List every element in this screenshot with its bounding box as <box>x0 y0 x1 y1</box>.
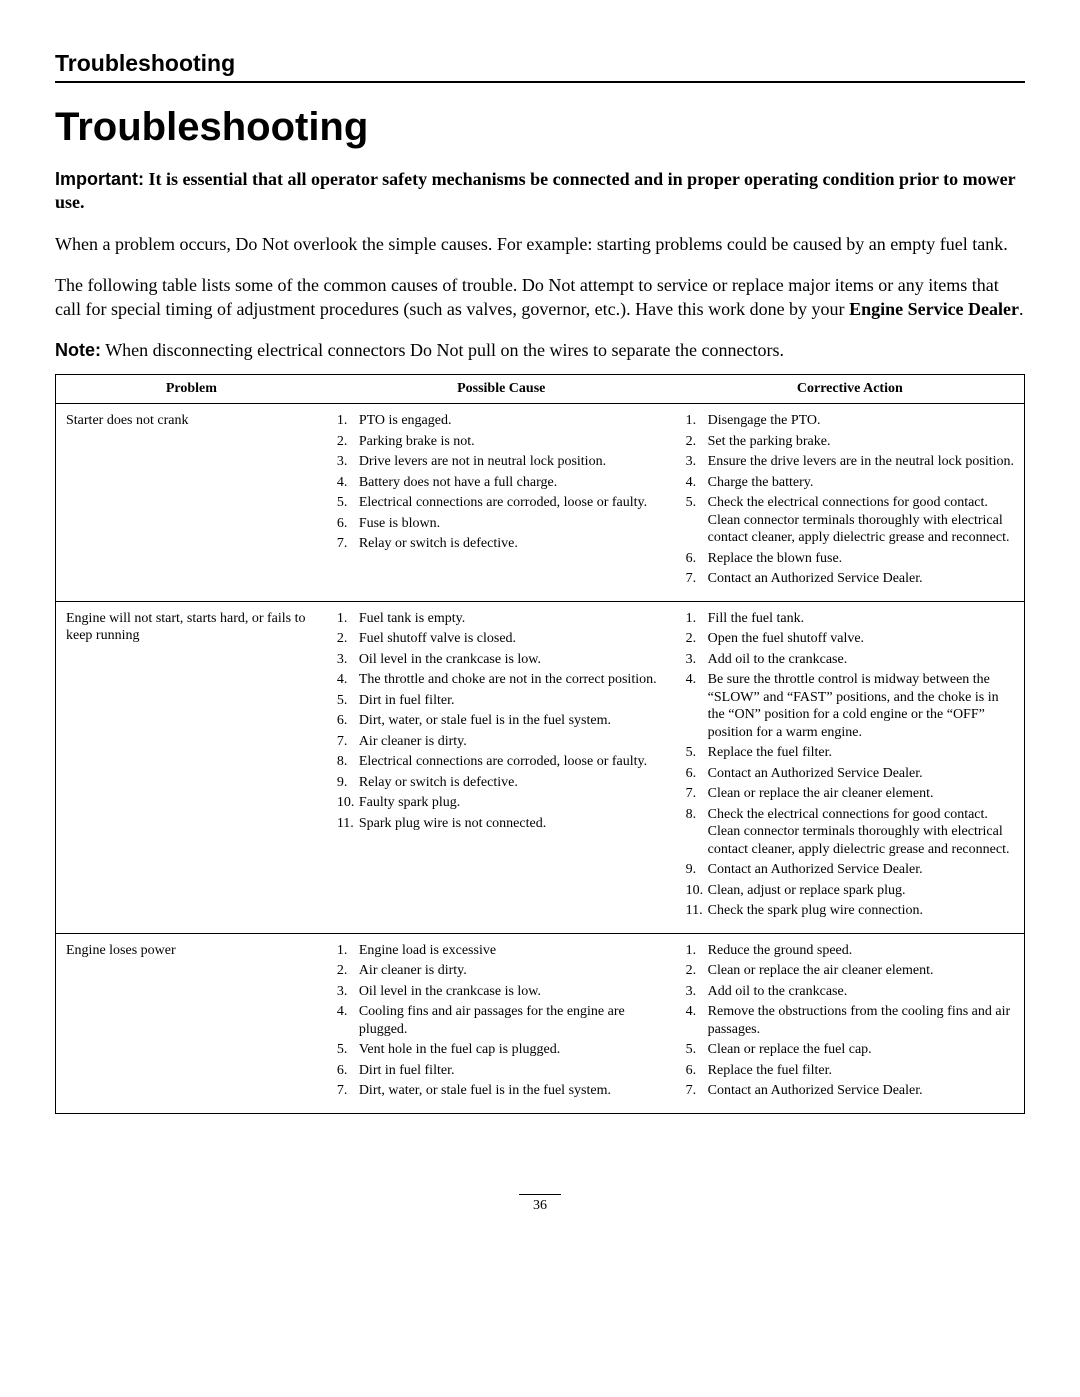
cause-item: Fuse is blown. <box>337 515 666 533</box>
cause-item: Dirt in fuel filter. <box>337 1062 666 1080</box>
action-item: Contact an Authorized Service Dealer. <box>686 861 1014 879</box>
action-item: Check the electrical connections for goo… <box>686 806 1014 859</box>
cause-item: PTO is engaged. <box>337 412 666 430</box>
important-text: It is essential that all operator safety… <box>55 169 1015 212</box>
action-item: Charge the battery. <box>686 474 1014 492</box>
cause-cell: Fuel tank is empty. Fuel shutoff valve is… <box>327 601 676 933</box>
action-item: Clean or replace the air cleaner element… <box>686 962 1014 980</box>
action-item: Replace the blown fuse. <box>686 550 1014 568</box>
cause-item: Drive levers are not in neutral lock pos… <box>337 453 666 471</box>
table-body: Starter does not crank PTO is engaged. Par… <box>56 404 1025 1114</box>
col-header-problem: Problem <box>56 375 327 404</box>
cause-item: Faulty spark plug. <box>337 794 666 812</box>
cause-item: Cooling fins and air passages for the en… <box>337 1003 666 1038</box>
action-item: Fill the fuel tank. <box>686 610 1014 628</box>
col-header-cause: Possible Cause <box>327 375 676 404</box>
problem-cell: Engine loses power <box>56 933 327 1113</box>
p2-bold: Engine Service Dealer <box>849 299 1019 319</box>
action-cell: Disengage the PTO. Set the parking brake.… <box>676 404 1025 602</box>
cause-item: Electrical connections are corroded, loo… <box>337 494 666 512</box>
body-paragraph-2: The following table lists some of the co… <box>55 274 1025 321</box>
cause-item: Parking brake is not. <box>337 433 666 451</box>
section-header-text: Troubleshooting <box>55 50 235 76</box>
cause-item: Battery does not have a full charge. <box>337 474 666 492</box>
cause-item: Dirt, water, or stale fuel is in the fue… <box>337 1082 666 1100</box>
action-item: Clean, adjust or replace spark plug. <box>686 882 1014 900</box>
action-item: Contact an Authorized Service Dealer. <box>686 570 1014 588</box>
action-item: Contact an Authorized Service Dealer. <box>686 765 1014 783</box>
cause-item: Spark plug wire is not connected. <box>337 815 666 833</box>
action-item: Disengage the PTO. <box>686 412 1014 430</box>
action-cell: Reduce the ground speed. Clean or replace… <box>676 933 1025 1113</box>
page-title: Troubleshooting <box>55 105 1025 150</box>
note-label: Note: <box>55 340 101 360</box>
cause-item: Dirt, water, or stale fuel is in the fue… <box>337 712 666 730</box>
table-row: Engine will not start, starts hard, or f… <box>56 601 1025 933</box>
body-paragraph-1: When a problem occurs, Do Not overlook t… <box>55 233 1025 256</box>
cause-item: Oil level in the crankcase is low. <box>337 651 666 669</box>
action-item: Open the fuel shutoff valve. <box>686 630 1014 648</box>
table-row: Starter does not crank PTO is engaged. Par… <box>56 404 1025 602</box>
note-paragraph: Note: When disconnecting electrical conn… <box>55 339 1025 362</box>
action-item: Remove the obstructions from the cooling… <box>686 1003 1014 1038</box>
action-item: Replace the fuel filter. <box>686 1062 1014 1080</box>
running-header: Troubleshooting <box>55 50 1025 83</box>
cause-item: Air cleaner is dirty. <box>337 962 666 980</box>
action-item: Clean or replace the fuel cap. <box>686 1041 1014 1059</box>
action-item: Add oil to the crankcase. <box>686 983 1014 1001</box>
action-item: Set the parking brake. <box>686 433 1014 451</box>
action-item: Contact an Authorized Service Dealer. <box>686 1082 1014 1100</box>
cause-item: Oil level in the crankcase is low. <box>337 983 666 1001</box>
action-item: Reduce the ground speed. <box>686 942 1014 960</box>
cause-item: The throttle and choke are not in the co… <box>337 671 666 689</box>
cause-item: Engine load is excessive <box>337 942 666 960</box>
table-row: Engine loses powerEngine load is excessi… <box>56 933 1025 1113</box>
cause-item: Vent hole in the fuel cap is plugged. <box>337 1041 666 1059</box>
action-item: Check the spark plug wire connection. <box>686 902 1014 920</box>
important-label: Important: <box>55 169 144 189</box>
page-footer: 36 <box>55 1194 1025 1214</box>
p2-post: . <box>1019 299 1024 319</box>
action-item: Replace the fuel filter. <box>686 744 1014 762</box>
cause-item: Relay or switch is defective. <box>337 535 666 553</box>
cause-item: Air cleaner is dirty. <box>337 733 666 751</box>
page-number: 36 <box>519 1194 561 1214</box>
action-item: Check the electrical connections for goo… <box>686 494 1014 547</box>
cause-cell: Engine load is excessive Air cleaner is d… <box>327 933 676 1113</box>
cause-item: Dirt in fuel filter. <box>337 692 666 710</box>
cause-cell: PTO is engaged. Parking brake is not. Driv… <box>327 404 676 602</box>
action-cell: Fill the fuel tank. Open the fuel shutoff… <box>676 601 1025 933</box>
cause-item: Fuel shutoff valve is closed. <box>337 630 666 648</box>
cause-item: Electrical connections are corroded, loo… <box>337 753 666 771</box>
action-item: Clean or replace the air cleaner element… <box>686 785 1014 803</box>
action-item: Be sure the throttle control is midway b… <box>686 671 1014 741</box>
problem-cell: Starter does not crank <box>56 404 327 602</box>
action-item: Add oil to the crankcase. <box>686 651 1014 669</box>
problem-cell: Engine will not start, starts hard, or f… <box>56 601 327 933</box>
cause-item: Relay or switch is defective. <box>337 774 666 792</box>
important-paragraph: Important: It is essential that all oper… <box>55 168 1025 215</box>
action-item: Ensure the drive levers are in the neutr… <box>686 453 1014 471</box>
col-header-action: Corrective Action <box>676 375 1025 404</box>
table-header-row: Problem Possible Cause Corrective Action <box>56 375 1025 404</box>
cause-item: Fuel tank is empty. <box>337 610 666 628</box>
troubleshooting-table: Problem Possible Cause Corrective Action… <box>55 374 1025 1114</box>
note-text: When disconnecting electrical connectors… <box>105 340 784 360</box>
